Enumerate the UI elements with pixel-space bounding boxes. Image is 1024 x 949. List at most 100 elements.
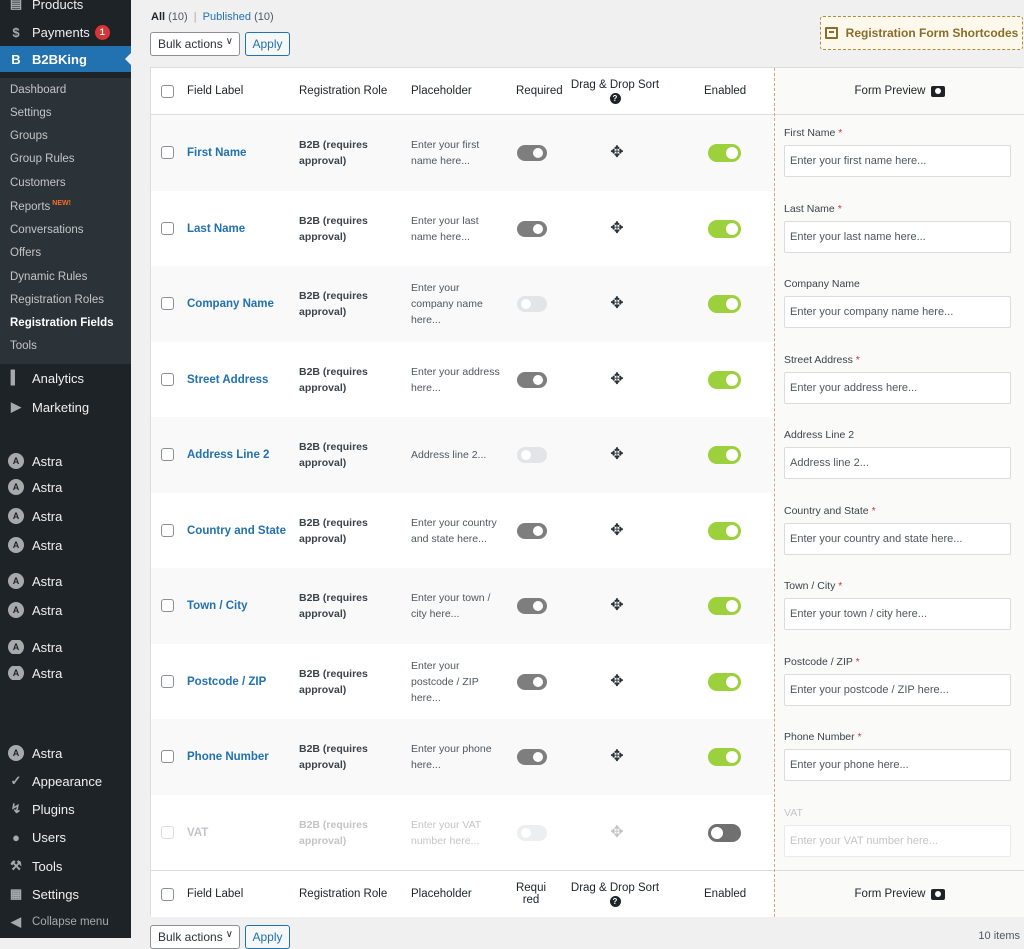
- drag-handle-icon[interactable]: ✥: [610, 672, 624, 690]
- menu-astra-9[interactable]: A Astra: [0, 741, 131, 765]
- filter-published[interactable]: Published (10): [202, 11, 274, 23]
- preview-input[interactable]: Enter your company name here...: [784, 296, 1011, 328]
- menu-appearance[interactable]: ✓ Appearance: [0, 769, 131, 793]
- col-placeholder[interactable]: Placeholder: [411, 85, 472, 97]
- enabled-toggle[interactable]: [708, 295, 741, 313]
- field-label-link[interactable]: Address Line 2: [187, 449, 270, 461]
- submenu-group-rules[interactable]: Group Rules: [10, 153, 75, 165]
- required-toggle[interactable]: [517, 824, 547, 841]
- select-all-checkbox-footer[interactable]: [161, 888, 174, 901]
- row-checkbox[interactable]: [161, 750, 174, 763]
- preview-input[interactable]: Enter your first name here...: [784, 145, 1011, 177]
- required-toggle[interactable]: [517, 145, 547, 161]
- required-toggle[interactable]: [517, 296, 547, 312]
- field-label-link[interactable]: Country and State: [187, 524, 287, 537]
- menu-astra-7[interactable]: A Astra: [0, 640, 131, 654]
- submenu-conversations[interactable]: Conversations: [10, 224, 84, 236]
- menu-astra-8[interactable]: A Astra: [0, 666, 131, 680]
- menu-astra-5[interactable]: A Astra: [0, 569, 131, 593]
- required-toggle[interactable]: [517, 598, 547, 614]
- menu-payments[interactable]: $ Payments 1: [0, 20, 131, 44]
- menu-b2bking[interactable]: B B2BKing: [0, 46, 131, 72]
- col-placeholder-footer[interactable]: Placeholder: [411, 888, 472, 900]
- preview-input[interactable]: Enter your town / city here...: [784, 598, 1011, 630]
- submenu-registration-roles[interactable]: Registration Roles: [10, 294, 104, 306]
- enabled-toggle[interactable]: [708, 823, 741, 842]
- enabled-toggle[interactable]: [708, 672, 741, 691]
- enabled-toggle[interactable]: [708, 446, 741, 464]
- submenu-offers[interactable]: Offers: [10, 247, 42, 259]
- row-checkbox[interactable]: [161, 674, 174, 688]
- col-required[interactable]: Required: [516, 85, 563, 97]
- drag-handle-icon[interactable]: ✥: [610, 521, 624, 539]
- enabled-toggle[interactable]: [708, 370, 741, 389]
- menu-marketing[interactable]: ▶ Marketing: [0, 395, 131, 419]
- row-checkbox[interactable]: [161, 146, 174, 159]
- menu-astra-4[interactable]: A Astra: [0, 533, 131, 557]
- enabled-toggle[interactable]: [708, 748, 741, 766]
- preview-input[interactable]: Enter your postcode / ZIP here...: [784, 673, 1011, 706]
- field-label-link[interactable]: Company Name: [187, 298, 274, 310]
- select-all-checkbox[interactable]: [161, 85, 174, 98]
- row-checkbox[interactable]: [161, 599, 174, 612]
- preview-input[interactable]: Address line 2...: [784, 447, 1011, 479]
- drag-handle-icon[interactable]: ✥: [610, 219, 624, 237]
- row-checkbox[interactable]: [161, 372, 174, 386]
- field-label-link[interactable]: VAT: [187, 826, 209, 839]
- menu-tools[interactable]: ⚒ Tools: [0, 854, 131, 878]
- preview-input[interactable]: Enter your last name here...: [784, 220, 1011, 253]
- menu-astra-3[interactable]: A Astra: [0, 504, 131, 528]
- field-label-link[interactable]: First Name: [187, 147, 247, 159]
- drag-handle-icon[interactable]: ✥: [610, 370, 624, 388]
- drag-handle-icon[interactable]: ✥: [610, 295, 624, 312]
- menu-astra-2[interactable]: A Astra: [0, 475, 131, 499]
- row-checkbox[interactable]: [161, 297, 174, 310]
- apply-button-bottom[interactable]: Apply: [245, 925, 290, 949]
- drag-handle-icon[interactable]: ✥: [610, 446, 624, 463]
- col-enabled[interactable]: Enabled: [704, 85, 747, 97]
- drag-handle-icon[interactable]: ✥: [610, 144, 624, 161]
- col-field-label-footer[interactable]: Field Label: [187, 888, 244, 900]
- help-icon[interactable]: ?: [609, 92, 621, 104]
- enabled-toggle[interactable]: [708, 219, 741, 238]
- field-label-link[interactable]: Street Address: [187, 373, 269, 386]
- required-toggle[interactable]: [517, 447, 547, 463]
- preview-input[interactable]: Enter your VAT number here...: [784, 824, 1011, 857]
- preview-input[interactable]: Enter your country and state here...: [784, 522, 1011, 555]
- col-required-footer[interactable]: Requi red: [515, 882, 547, 906]
- menu-astra-1[interactable]: A Astra: [0, 449, 131, 473]
- enabled-toggle[interactable]: [708, 521, 741, 540]
- required-toggle[interactable]: [517, 522, 547, 539]
- row-checkbox[interactable]: [161, 523, 174, 537]
- field-label-link[interactable]: Last Name: [187, 222, 246, 235]
- submenu-customers[interactable]: Customers: [10, 177, 66, 189]
- menu-astra-6[interactable]: A Astra: [0, 598, 131, 622]
- drag-handle-icon[interactable]: ✥: [610, 823, 624, 841]
- submenu-reports[interactable]: Reports NEW!: [10, 200, 71, 213]
- col-registration-role-footer[interactable]: Registration Role: [299, 888, 388, 900]
- submenu-settings[interactable]: Settings: [10, 107, 52, 119]
- bulk-actions-select[interactable]: Bulk actions ∨: [150, 32, 240, 56]
- field-label-link[interactable]: Phone Number: [187, 751, 269, 763]
- menu-settings[interactable]: ▦ Settings: [9, 886, 79, 902]
- drag-handle-icon[interactable]: ✥: [610, 748, 624, 765]
- submenu-tools[interactable]: Tools: [10, 340, 37, 352]
- apply-button[interactable]: Apply: [245, 32, 290, 56]
- preview-input[interactable]: Enter your address here...: [784, 371, 1011, 404]
- preview-input[interactable]: Enter your phone here...: [784, 749, 1011, 781]
- col-field-label[interactable]: Field Label: [187, 85, 244, 97]
- col-enabled-footer[interactable]: Enabled: [704, 888, 747, 900]
- required-toggle[interactable]: [517, 673, 547, 690]
- required-toggle[interactable]: [517, 749, 547, 765]
- filter-all[interactable]: All (10): [151, 11, 188, 23]
- required-toggle[interactable]: [517, 220, 547, 237]
- col-registration-role[interactable]: Registration Role: [299, 85, 388, 97]
- row-checkbox[interactable]: [161, 448, 174, 461]
- collapse-menu[interactable]: ◀ Collapse menu: [0, 910, 131, 934]
- menu-users[interactable]: ● Users: [0, 825, 131, 849]
- registration-form-shortcodes-button[interactable]: Registration Form Shortcodes: [820, 16, 1023, 50]
- submenu-registration-fields[interactable]: Registration Fields: [10, 317, 114, 329]
- submenu-dashboard[interactable]: Dashboard: [10, 84, 67, 96]
- enabled-toggle[interactable]: [708, 597, 741, 615]
- row-checkbox[interactable]: [161, 221, 174, 235]
